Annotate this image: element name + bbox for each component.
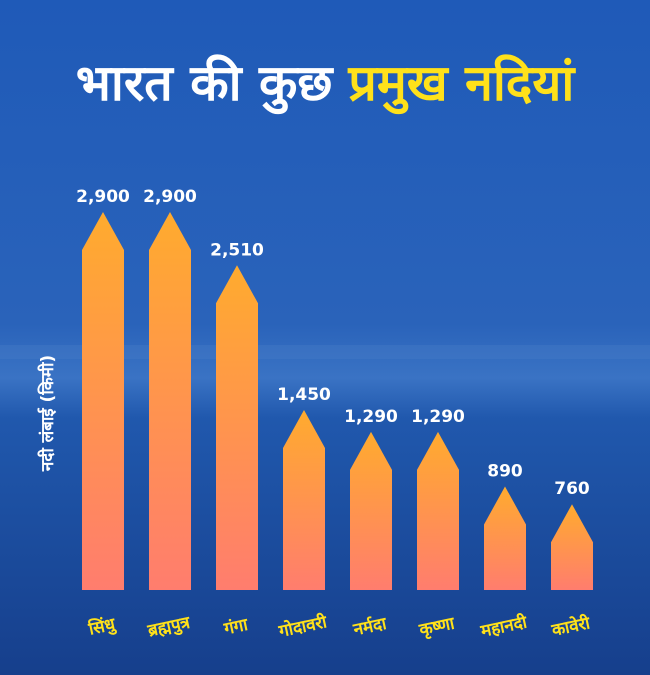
- bar-2: [149, 212, 191, 590]
- value-label-5: 1,290: [344, 407, 398, 427]
- bar-4: [283, 410, 325, 590]
- y-axis-label: नदी लंबाई (किमी): [37, 355, 58, 472]
- value-label-8: 760: [554, 479, 590, 499]
- value-label-4: 1,450: [277, 385, 331, 405]
- bar-5: [350, 431, 392, 590]
- title-part-yellow: प्रमुख नदियां: [347, 54, 576, 115]
- bar-1: [82, 212, 124, 590]
- chart-title: भारत की कुछ प्रमुख नदियां: [76, 54, 577, 115]
- value-label-6: 1,290: [411, 407, 465, 427]
- title-part-white: भारत की कुछ: [76, 54, 335, 115]
- value-label-2: 2,900: [143, 187, 197, 207]
- bar-6: [417, 431, 459, 590]
- bar-3: [216, 265, 258, 590]
- bar-7: [484, 486, 526, 590]
- value-label-3: 2,510: [210, 240, 264, 260]
- bars-group: 2,900सिंधु2,900ब्रह्मपुत्र2,510गंगा1,450…: [76, 187, 593, 642]
- value-label-1: 2,900: [76, 187, 130, 207]
- bar-8: [551, 504, 593, 590]
- value-label-7: 890: [487, 461, 523, 481]
